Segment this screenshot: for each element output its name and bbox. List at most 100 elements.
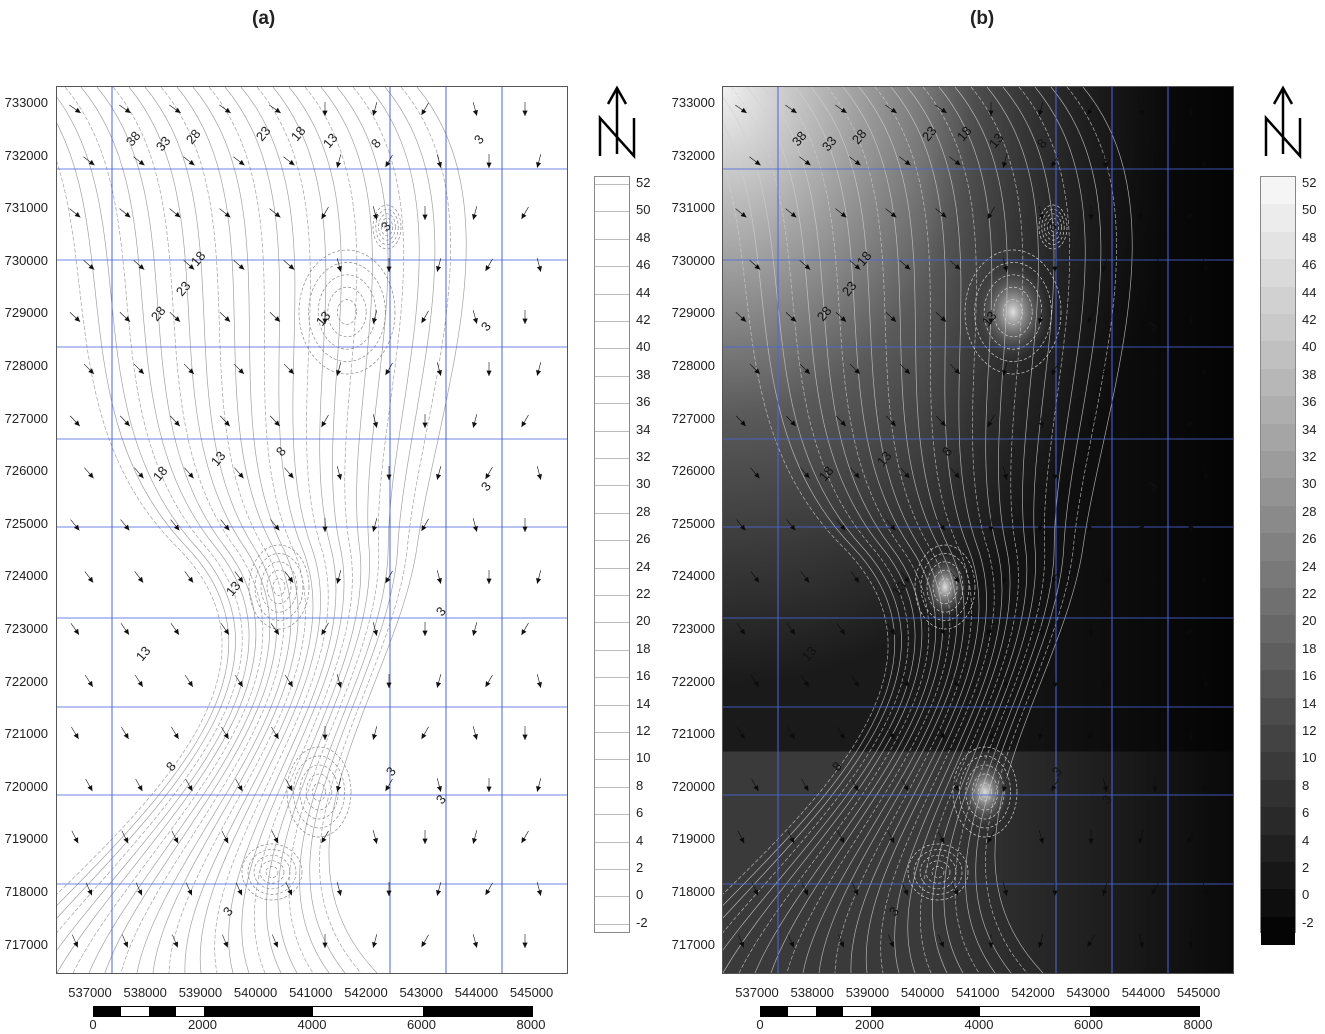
- vector-arrowhead: [536, 889, 542, 896]
- vector-arrowhead: [322, 318, 328, 324]
- vector-arrowhead: [188, 264, 195, 270]
- contour-label: 28: [148, 303, 169, 324]
- contour-closed: [914, 544, 976, 630]
- contour-label: 3: [478, 319, 494, 334]
- vector-arrowhead: [1102, 577, 1108, 584]
- vector-arrowhead: [754, 264, 761, 270]
- vector-arrowhead: [336, 681, 342, 688]
- vector-arrowhead: [321, 213, 327, 220]
- vector-arrowhead: [73, 733, 79, 740]
- vector-arrowhead: [472, 109, 478, 116]
- vector-arrowhead: [74, 211, 81, 218]
- colorbar-band: [1261, 451, 1295, 480]
- vector-arrowhead: [854, 368, 860, 374]
- vector-arrowhead: [386, 682, 392, 688]
- vector-arrowhead: [1102, 889, 1108, 896]
- vector-arrowhead: [1152, 578, 1158, 584]
- contour-line: [894, 87, 1003, 973]
- vector-arrowhead: [336, 265, 342, 272]
- vector-arrowhead: [174, 107, 181, 114]
- vector-arrowhead: [1102, 681, 1108, 688]
- vector-arrowhead: [1202, 889, 1208, 896]
- colorbar-level-line: [595, 375, 629, 377]
- contour-closed: [248, 544, 310, 630]
- vector-arrowhead: [123, 837, 129, 844]
- colorbar-tick-label: 42: [636, 312, 651, 327]
- vector-arrowhead: [1151, 889, 1157, 896]
- vector-arrowhead: [137, 680, 143, 687]
- colorbar-tick-label: 44: [636, 284, 651, 300]
- colorbar-level-line: [595, 677, 629, 679]
- vector-arrowhead: [1052, 266, 1058, 272]
- vector-arrowhead: [740, 420, 746, 427]
- vector-arrowhead: [1087, 317, 1093, 324]
- vector-arrowhead: [472, 525, 478, 532]
- scale-segment: [980, 1007, 1090, 1016]
- vector-arrowhead: [890, 316, 897, 322]
- vector-arrowhead: [939, 941, 945, 948]
- vector-arrowhead: [939, 628, 946, 635]
- contour-line: [57, 161, 223, 895]
- colorbar-tick-label: 38: [1302, 366, 1317, 382]
- contour-label: 3: [433, 604, 449, 619]
- colorbar-tick-label: 40: [1302, 339, 1317, 355]
- y-tick-label: 718000: [671, 884, 715, 899]
- vector-arrowhead: [188, 159, 195, 166]
- vector-arrowhead: [223, 837, 229, 844]
- vector-arrowhead: [1052, 474, 1058, 480]
- vector-arrowhead: [1002, 577, 1008, 584]
- vector-arrowhead: [1051, 161, 1057, 168]
- vector-arrowhead: [173, 941, 179, 948]
- vector-arrowhead: [1202, 369, 1208, 376]
- vector-arrowhead: [237, 889, 243, 896]
- colorbar-band: [1261, 725, 1295, 754]
- y-tick-label: 732000: [671, 147, 715, 163]
- colorbar-tick-label: 46: [636, 257, 651, 273]
- colorbar-tick-label: 18: [636, 640, 651, 656]
- contour-closed: [932, 569, 958, 605]
- vector-arrowhead: [336, 369, 342, 376]
- colorbar-level-line: [595, 841, 629, 843]
- vector-arrowhead: [287, 576, 294, 583]
- contour-closed: [317, 274, 377, 350]
- contour-line: [57, 87, 243, 934]
- vector-arrowhead: [486, 578, 492, 584]
- contour-closed: [1003, 299, 1023, 325]
- vector-arrowhead: [74, 316, 81, 322]
- vector-arrowhead: [1138, 421, 1144, 428]
- vector-arrowhead: [1102, 369, 1108, 376]
- vector-arrowhead: [472, 421, 478, 428]
- vector-arrowhead: [521, 213, 527, 220]
- colorbar-tick-label: 44: [1302, 284, 1317, 300]
- y-tick-label: 717000: [4, 936, 48, 952]
- vector-arrowhead: [322, 942, 328, 948]
- vector-arrowhead: [1188, 110, 1194, 116]
- vector-arrowhead: [74, 107, 81, 114]
- colorbar-tick-label: 36: [1302, 394, 1317, 410]
- vector-arrowhead: [224, 107, 231, 114]
- vector-arrowhead: [1138, 213, 1144, 220]
- colorbar-a: [594, 176, 630, 933]
- vector-arrowhead: [536, 265, 542, 272]
- contour-line: [786, 87, 951, 973]
- colorbar-tick-label: 48: [636, 229, 651, 245]
- vector-arrowhead: [804, 264, 811, 270]
- colorbar-tick-label: 42: [1302, 312, 1317, 327]
- y-tick-label: 726000: [671, 463, 715, 479]
- vector-arrowhead: [237, 785, 243, 792]
- vector-arrowhead: [1087, 525, 1093, 532]
- vector-arrowhead: [789, 733, 795, 740]
- colorbar-tick-label: 0: [1302, 887, 1310, 903]
- colorbar-tick-label: 10: [636, 750, 651, 766]
- vector-arrowhead: [287, 889, 293, 896]
- vector-arrowhead: [1202, 577, 1208, 584]
- vector-arrowhead: [273, 524, 280, 531]
- vector-arrowhead: [138, 159, 145, 166]
- scale-segment: [871, 1007, 980, 1016]
- vector-arrowhead: [890, 211, 897, 218]
- colorbar-tick-label: 12: [636, 723, 651, 738]
- contour-closed: [272, 578, 286, 596]
- scale-segment: [149, 1007, 176, 1016]
- vector-arrowhead: [790, 211, 797, 218]
- vector-arrowhead: [421, 733, 427, 740]
